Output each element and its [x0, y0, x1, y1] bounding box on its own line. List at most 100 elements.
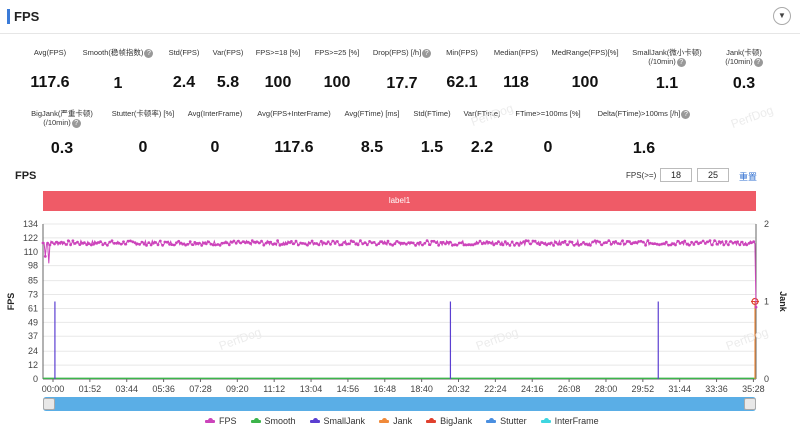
slider-handle-left[interactable]	[43, 398, 55, 410]
fps-point	[326, 240, 330, 244]
legend-item-smooth[interactable]: Smooth	[250, 416, 296, 426]
y-tick-label: 37	[28, 331, 38, 341]
stat-value: 117.6	[30, 74, 70, 91]
fps-point	[152, 241, 155, 245]
legend-label: InterFrame	[554, 416, 599, 426]
fps-point	[356, 243, 360, 247]
legend-item-interframe[interactable]: InterFrame	[540, 416, 599, 426]
help-icon[interactable]: ?	[676, 57, 686, 67]
help-icon[interactable]: ?	[681, 109, 691, 119]
fps-point	[188, 240, 192, 243]
fps-point	[103, 241, 107, 245]
fps-point	[685, 242, 689, 246]
fps-point	[494, 242, 498, 245]
fps-point	[106, 243, 109, 247]
fps-point	[743, 243, 746, 246]
y-tick-label: 73	[28, 290, 38, 300]
time-range-slider[interactable]	[43, 397, 756, 411]
stat-value: 0	[210, 139, 220, 156]
fps-point	[195, 242, 199, 245]
fps-point	[354, 242, 358, 246]
y-tick-label: 12	[28, 360, 38, 370]
fps-point	[444, 242, 447, 246]
fps-point	[683, 239, 687, 243]
fps-point	[687, 243, 691, 247]
fps-point	[428, 243, 431, 246]
fps-point	[727, 243, 730, 247]
fps-threshold-input-2[interactable]: 25	[697, 168, 729, 182]
fps-point	[474, 242, 477, 246]
fps-point	[655, 242, 659, 246]
legend-item-jank[interactable]: Jank	[379, 416, 412, 426]
fps-point	[715, 242, 719, 246]
fps-point	[177, 239, 181, 243]
reset-link[interactable]: 重置	[739, 172, 758, 182]
fps-point	[434, 241, 438, 244]
fps-point	[221, 241, 224, 245]
x-tick-label: 16:48	[374, 384, 397, 394]
stat-label: Var(FPS)	[212, 48, 244, 57]
label-band[interactable]: label1	[43, 191, 756, 211]
legend-item-fps[interactable]: FPS	[205, 416, 237, 426]
fps-point	[172, 243, 176, 247]
fps-point	[375, 243, 378, 247]
help-icon[interactable]: ?	[144, 48, 154, 58]
fps-point	[549, 241, 553, 245]
fps-point	[644, 243, 647, 247]
slider-handle-right[interactable]	[744, 398, 756, 410]
fps-point	[239, 241, 243, 245]
legend-item-stutter[interactable]: Stutter	[486, 416, 527, 426]
y-tick-label: 110	[24, 247, 38, 257]
fps-point	[57, 241, 61, 245]
stat-label: Stutter(卡顿率) [%]	[111, 109, 175, 118]
fps-point	[78, 243, 82, 246]
fps-point	[101, 243, 105, 247]
help-icon[interactable]: ?	[753, 57, 763, 67]
fps-point	[621, 239, 624, 243]
fps-point	[487, 241, 491, 244]
stat-label: Std(FPS)	[168, 48, 200, 57]
y-tick-label: 85	[28, 276, 38, 286]
legend-item-bigjank[interactable]: BigJank	[426, 416, 472, 426]
fps-point	[230, 240, 234, 244]
x-tick-label: 01:52	[79, 384, 102, 394]
fps-point	[545, 243, 549, 247]
fps-point	[448, 240, 452, 244]
chevron-down-icon[interactable]: ▼	[773, 7, 791, 25]
fps-point	[393, 242, 397, 246]
fps-point	[559, 242, 562, 246]
x-tick-label: 24:16	[521, 384, 544, 394]
fps-point	[112, 241, 116, 245]
fps-point	[609, 242, 613, 246]
x-tick-label: 05:36	[152, 384, 175, 394]
fps-point	[628, 240, 631, 244]
fps-point	[490, 241, 493, 245]
stat-value: 100	[264, 74, 292, 91]
fps-point	[476, 241, 480, 245]
stat-value: 0.3	[732, 74, 756, 92]
fps-point	[607, 239, 611, 243]
help-icon[interactable]: ?	[71, 118, 81, 128]
fps-point	[733, 240, 737, 244]
fps-point	[414, 244, 417, 247]
legend-label: Jank	[393, 416, 413, 426]
legend-item-smalljank[interactable]: SmallJank	[309, 416, 365, 426]
x-tick-label: 09:20	[226, 384, 249, 394]
fps-point	[131, 240, 135, 244]
fps-point	[336, 240, 339, 243]
fps-threshold-input-1[interactable]: 18	[660, 168, 692, 182]
fps-point	[85, 243, 89, 247]
x-tick-label: 33:36	[705, 384, 728, 394]
fps-point	[313, 242, 316, 245]
help-icon[interactable]: ?	[422, 48, 432, 58]
fps-point	[499, 243, 503, 246]
legend-swatch	[379, 417, 390, 423]
fps-point	[158, 239, 162, 243]
legend-swatch	[250, 417, 261, 423]
fps-point	[80, 241, 84, 245]
stat-label: Smooth(稳帧指数)?	[68, 48, 168, 58]
fps-point	[133, 241, 137, 245]
fps-point	[402, 241, 406, 245]
fps-point	[439, 241, 443, 244]
